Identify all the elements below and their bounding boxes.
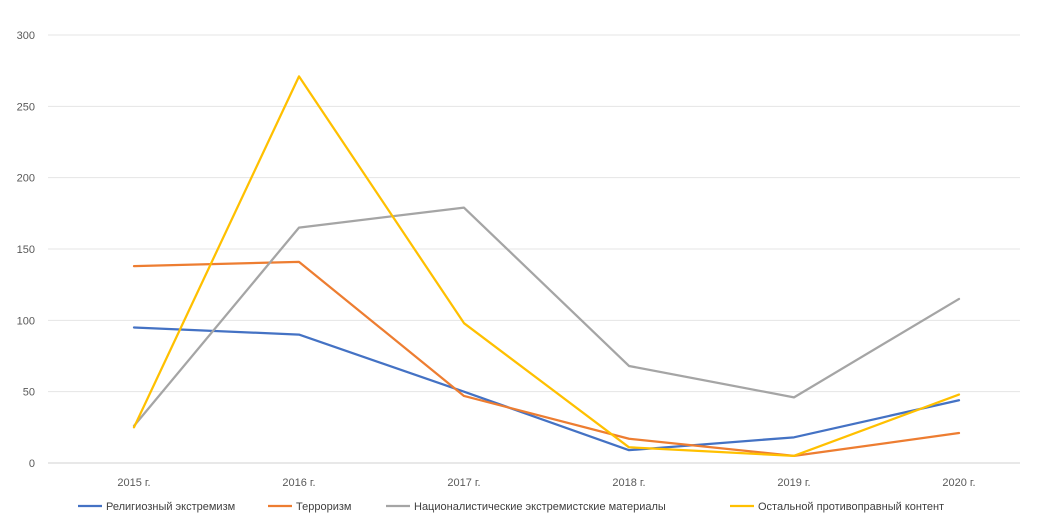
legend-label: Терроризм — [296, 501, 351, 513]
series-line — [132, 260, 961, 457]
x-tick-label: 2015 г. — [117, 477, 150, 489]
y-tick-label: 50 — [23, 387, 35, 399]
series-line — [132, 206, 961, 428]
legend-label: Религиозный экстремизм — [106, 501, 235, 513]
series-lines — [132, 75, 961, 457]
legend-label: Остальной противоправный контент — [758, 501, 944, 513]
y-tick-label: 200 — [17, 173, 35, 185]
y-tick-label: 150 — [17, 244, 35, 256]
legend-item: Националистические экстремистские матери… — [386, 501, 666, 513]
y-tick-label: 100 — [17, 315, 35, 327]
series-line — [132, 326, 961, 452]
x-tick-label: 2018 г. — [612, 477, 645, 489]
legend-label: Националистические экстремистские матери… — [414, 501, 666, 513]
x-tick-label: 2019 г. — [777, 477, 810, 489]
legend-item: Терроризм — [268, 501, 351, 513]
x-axis-ticks: 2015 г. 2016 г. 2017 г. 2018 г. 2019 г. 2020 … — [117, 477, 975, 489]
y-tick-label: 300 — [17, 30, 35, 42]
x-tick-label: 2020 г. — [942, 477, 975, 489]
x-tick-label: 2016 г. — [282, 477, 315, 489]
y-tick-label: 0 — [29, 458, 35, 470]
legend: Религиозный экстремизм Терроризм Национали… — [78, 501, 944, 513]
gridlines — [48, 34, 1020, 464]
y-axis-ticks: 0 50 100 150 200 250 300 — [17, 30, 35, 470]
y-tick-label: 250 — [17, 101, 35, 113]
legend-item: Остальной противоправный контент — [730, 501, 944, 513]
x-tick-label: 2017 г. — [447, 477, 480, 489]
legend-item: Религиозный экстремизм — [78, 501, 235, 513]
series-line — [132, 75, 961, 457]
